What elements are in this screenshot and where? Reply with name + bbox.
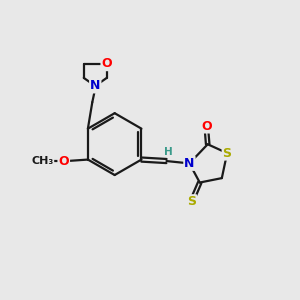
Text: N: N <box>184 157 195 170</box>
Text: S: S <box>187 195 196 208</box>
Text: O: O <box>101 57 112 70</box>
Text: S: S <box>223 147 232 160</box>
Text: N: N <box>90 80 101 92</box>
Text: O: O <box>58 154 69 167</box>
Text: CH₃: CH₃ <box>32 156 54 166</box>
Text: H: H <box>164 147 172 157</box>
Text: O: O <box>201 119 211 133</box>
